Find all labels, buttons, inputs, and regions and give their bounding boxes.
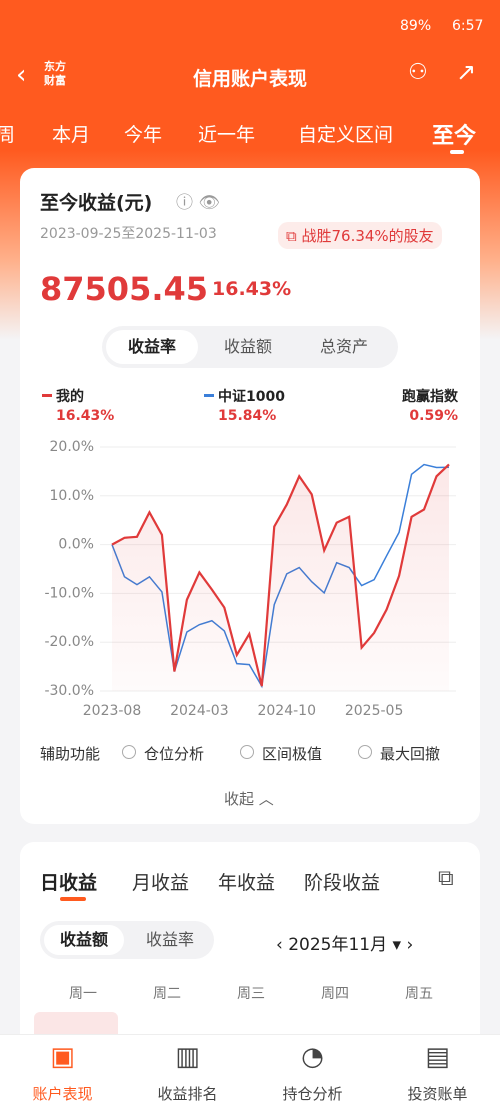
- x-tick-label: 2023-08: [83, 703, 142, 719]
- weekday[interactable]: 周五: [405, 986, 433, 1002]
- card-title: 至今收益(元): [40, 192, 153, 214]
- info-icon[interactable]: ⓘ 👁: [176, 193, 220, 213]
- collapse-text: 收起: [224, 790, 255, 808]
- weekday[interactable]: 周一: [69, 986, 97, 1002]
- export[interactable]: ⧉: [438, 866, 454, 891]
- period-tab[interactable]: 本月: [52, 124, 91, 146]
- legend-value[interactable]: 15.84%: [218, 408, 277, 424]
- daily-tab[interactable]: 年收益: [218, 872, 276, 894]
- tools-label: 辅助功能: [40, 745, 101, 763]
- daily-tab[interactable]: 月收益: [132, 872, 190, 894]
- x-tick-label: 2024-10: [257, 703, 316, 719]
- y-tick-label: 10.0%: [50, 488, 94, 504]
- date-range: 2023-09-25至2025-11-03: [40, 226, 217, 242]
- nav-icon[interactable]: ▤: [425, 1042, 450, 1072]
- month: 2025年11月: [288, 935, 388, 955]
- nav-label[interactable]: 持仓分析: [282, 1085, 343, 1103]
- period-tab[interactable]: 自定义区间: [298, 124, 394, 146]
- bottom-bar: [0, 1034, 500, 1111]
- segment[interactable]: 总资产: [319, 337, 368, 356]
- battery: 89%: [400, 18, 432, 34]
- legend-key[interactable]: [42, 394, 52, 397]
- legend-key[interactable]: [204, 394, 214, 397]
- y-tick-label: 20.0%: [50, 439, 94, 455]
- y-tick-label: -20.0%: [44, 634, 94, 650]
- share-icon[interactable]: ↗: [456, 58, 477, 86]
- nav-label[interactable]: 账户表现: [32, 1085, 93, 1103]
- daily-tab[interactable]: 阶段收益: [304, 872, 381, 894]
- excess-value: 0.59%: [409, 408, 458, 424]
- weekday[interactable]: 周三: [237, 986, 265, 1002]
- daily-tab[interactable]: 日收益: [40, 872, 98, 894]
- period-tab[interactable]: 近一年: [198, 124, 256, 146]
- excess-name: 跑赢指数: [402, 389, 458, 405]
- nav-label[interactable]: 投资账单: [407, 1085, 468, 1103]
- month-picker[interactable]: ‹ 2025年11月 ▾ ›: [276, 935, 414, 955]
- user-icon[interactable]: ⚇: [408, 60, 428, 85]
- badge-text: 战胜76.34%的股友: [301, 227, 434, 245]
- radio[interactable]: [358, 745, 372, 759]
- logo: 东方财富: [44, 60, 66, 87]
- amount: 87505.45: [40, 270, 209, 308]
- tab-indicator: [450, 150, 464, 154]
- segment[interactable]: 收益额: [223, 337, 272, 356]
- weekday[interactable]: 周四: [321, 986, 349, 1002]
- area: [112, 464, 449, 691]
- page-title: 信用账户表现: [192, 68, 307, 90]
- collapse[interactable]: 收起 ︿: [224, 790, 274, 808]
- nav-icon[interactable]: ◔: [301, 1042, 324, 1072]
- y-tick-label: -30.0%: [44, 683, 94, 699]
- weekday[interactable]: 周二: [153, 986, 181, 1002]
- chart: -30.0% -20.0% -10.0% 0.0% 10.0% 20.0% 2023-08 2…: [44, 439, 456, 719]
- period-tab[interactable]: 今年: [124, 124, 163, 146]
- nav-icon[interactable]: ▥: [175, 1042, 200, 1072]
- y-tick-label: 0.0%: [58, 537, 94, 553]
- badge: ⧉ 战胜76.34%的股友: [278, 222, 442, 249]
- back[interactable]: ‹: [16, 60, 27, 90]
- legend-name[interactable]: 中证1000: [218, 389, 285, 405]
- x-tick-label: 2024-03: [170, 703, 229, 719]
- radio[interactable]: [122, 745, 136, 759]
- tool-option[interactable]: 最大回撤: [380, 745, 441, 763]
- period-tab[interactable]: 至今: [432, 124, 477, 149]
- radio[interactable]: [240, 745, 254, 759]
- period-tab[interactable]: 周: [0, 124, 16, 146]
- toggle-item[interactable]: 收益率: [145, 930, 194, 949]
- x-tick-label: 2025-05: [345, 703, 404, 719]
- tool-option[interactable]: 区间极值: [262, 745, 323, 763]
- legend-name[interactable]: 我的: [56, 389, 84, 405]
- rate: 16.43%: [212, 278, 292, 300]
- tab-indicator[interactable]: [60, 897, 86, 901]
- time: 6:57: [452, 18, 484, 34]
- tool-option[interactable]: 仓位分析: [144, 745, 205, 763]
- series-line: [111, 463, 450, 687]
- nav-icon[interactable]: ▣: [50, 1042, 75, 1072]
- toggle-item[interactable]: 收益额: [44, 925, 124, 955]
- legend-value[interactable]: 16.43%: [56, 408, 115, 424]
- segment[interactable]: 收益率: [106, 330, 198, 364]
- nav-label[interactable]: 收益排名: [157, 1085, 218, 1103]
- y-tick-label: -10.0%: [44, 585, 94, 601]
